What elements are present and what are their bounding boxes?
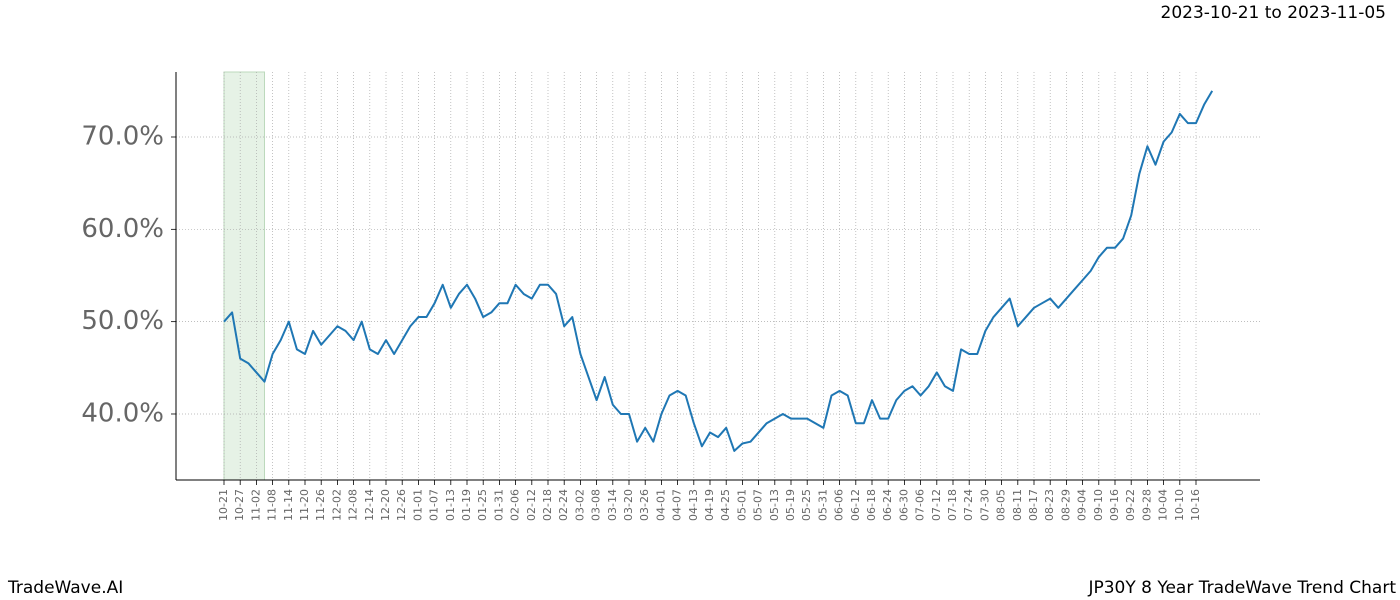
x-tick-label: 05-19 [784, 489, 797, 521]
x-tick-label: 12-14 [363, 489, 376, 521]
x-tick-label: 11-26 [314, 489, 327, 521]
x-tick-label: 03-20 [622, 489, 635, 521]
x-tick-label: 09-10 [1092, 489, 1105, 521]
x-tick-label: 11-08 [266, 489, 279, 521]
x-tick-label: 06-24 [881, 489, 894, 521]
x-tick-label: 06-18 [865, 489, 878, 521]
x-tick-label: 11-20 [298, 489, 311, 521]
x-tick-label: 04-25 [719, 489, 732, 521]
chart-title: 2023-10-21 to 2023-11-05 [1161, 3, 1386, 23]
x-tick-label: 06-12 [849, 489, 862, 521]
x-tick-label: 08-17 [1027, 489, 1040, 521]
x-tick-label: 01-07 [428, 489, 441, 521]
x-tick-label: 01-13 [444, 489, 457, 521]
x-tick-label: 06-30 [897, 489, 910, 521]
y-tick-label: 40.0% [81, 398, 164, 428]
x-tick-label: 12-08 [347, 489, 360, 521]
x-tick-label: 09-22 [1124, 489, 1137, 521]
x-tick-label: 07-30 [978, 489, 991, 521]
x-tick-label: 04-07 [671, 489, 684, 521]
x-tick-label: 04-19 [703, 489, 716, 521]
x-tick-label: 05-07 [752, 489, 765, 521]
x-tick-label: 03-08 [590, 489, 603, 521]
x-tick-label: 01-19 [460, 489, 473, 521]
footer-brand: TradeWave.AI [7, 578, 123, 598]
x-tick-label: 10-10 [1173, 489, 1186, 521]
trend-line [223, 90, 1214, 452]
x-tick-label: 01-01 [411, 489, 424, 521]
x-tick-label: 07-24 [962, 489, 975, 521]
x-tick-label: 07-18 [946, 489, 959, 521]
x-tick-label: 09-28 [1140, 489, 1153, 521]
y-tick-label: 50.0% [81, 306, 164, 336]
x-tick-label: 09-16 [1108, 489, 1121, 521]
x-tick-label: 02-18 [541, 489, 554, 521]
y-tick-label: 70.0% [81, 121, 164, 151]
x-tick-label: 04-01 [654, 489, 667, 521]
x-tick-label: 04-13 [687, 489, 700, 521]
x-tick-label: 03-26 [638, 489, 651, 521]
x-tick-label: 05-01 [735, 489, 748, 521]
x-tick-label: 02-12 [525, 489, 538, 521]
x-tick-label: 05-31 [816, 489, 829, 521]
x-tick-label: 03-14 [606, 489, 619, 521]
x-tick-label: 02-24 [557, 489, 570, 521]
x-tick-label: 08-29 [1059, 489, 1072, 521]
x-tick-label: 09-04 [1076, 489, 1089, 521]
x-tick-label: 12-02 [330, 489, 343, 521]
x-tick-label: 07-12 [930, 489, 943, 521]
x-tick-label: 08-05 [995, 489, 1008, 521]
x-tick-label: 01-25 [476, 489, 489, 521]
x-tick-label: 02-06 [509, 489, 522, 521]
x-tick-label: 12-26 [395, 489, 408, 521]
footer-caption: JP30Y 8 Year TradeWave Trend Chart [1087, 578, 1396, 598]
x-tick-label: 12-20 [379, 489, 392, 521]
x-tick-label: 05-13 [768, 489, 781, 521]
x-tick-label: 01-31 [492, 489, 505, 521]
x-tick-label: 08-11 [1011, 489, 1024, 521]
x-tick-label: 10-16 [1189, 489, 1202, 521]
highlight-band [223, 71, 265, 481]
x-tick-label: 10-27 [233, 489, 246, 521]
x-tick-label: 03-02 [573, 489, 586, 521]
x-tick-label: 05-25 [800, 489, 813, 521]
x-tick-label: 06-06 [833, 489, 846, 521]
x-tick-label: 11-14 [282, 489, 295, 521]
x-tick-label: 11-02 [249, 489, 262, 521]
x-tick-label: 10-04 [1157, 489, 1170, 521]
x-tick-label: 07-06 [914, 489, 927, 521]
x-tick-label: 08-23 [1043, 489, 1056, 521]
y-tick-label: 60.0% [81, 214, 164, 244]
x-tick-label: 10-21 [217, 489, 230, 521]
